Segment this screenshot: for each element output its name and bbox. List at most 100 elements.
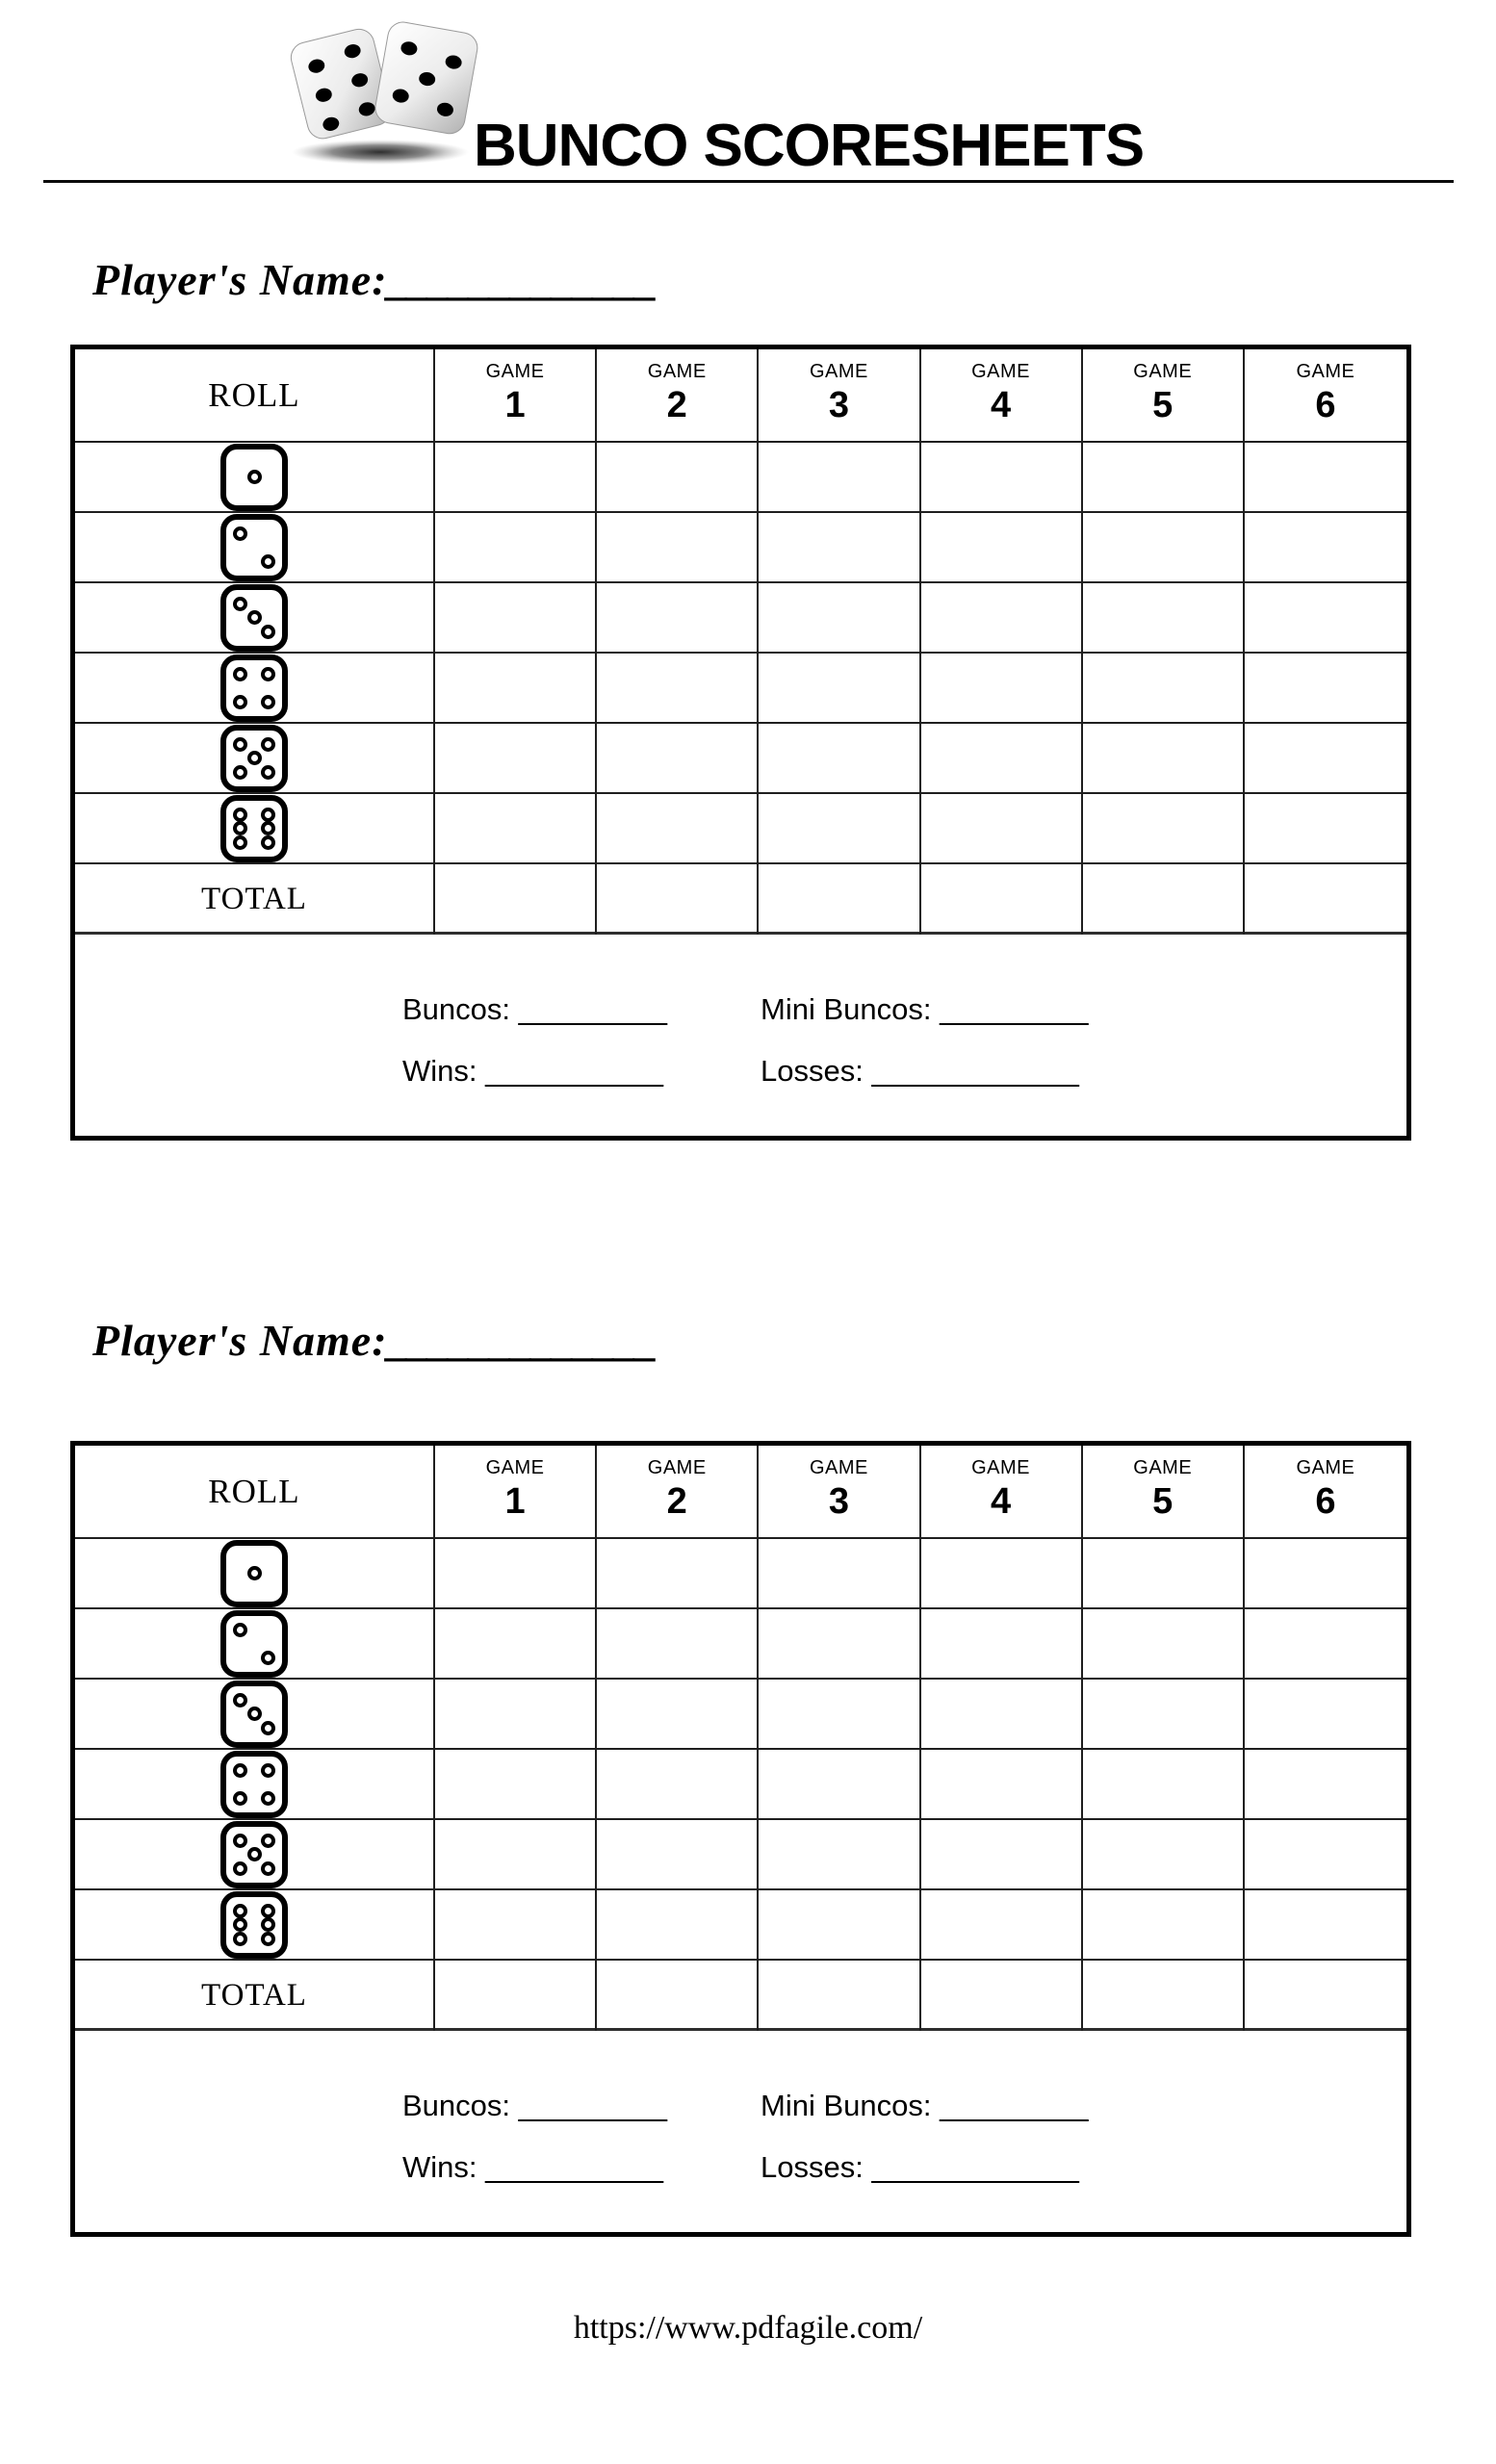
game-number: 6 [1315,1481,1336,1522]
score-cell [435,794,598,864]
total-cell [597,1961,760,2031]
score-grid: ROLL GAME 1 GAME 2 GAME 3 GAME 4 GAME 5 GAME 6 [75,1446,1406,2031]
pip [233,694,247,709]
die-2-icon [220,1609,288,1678]
score-cell [920,1890,1083,1961]
pip [261,1903,275,1918]
pip [261,1833,275,1848]
score-cell [759,1820,921,1890]
score-cell [597,583,760,654]
die-1-icon [220,443,288,511]
scoresheet-table: ROLL GAME 1 GAME 2 GAME 3 GAME 4 GAME 5 GAME 6 [70,345,1411,1141]
game-4-header: GAME 4 [920,1446,1083,1539]
score-cell [920,1609,1083,1680]
game-1-header: GAME 1 [435,1446,598,1539]
score-cell [1082,1539,1245,1609]
wins-line: Wins: ____________ [402,1054,663,1089]
score-cell [1082,654,1245,724]
game-number: 3 [828,1481,849,1522]
player-name-line: Player's Name:_____________ [92,1313,658,1369]
pip [261,821,275,835]
score-cell [1244,1750,1406,1820]
pip [233,526,247,541]
score-cell [435,724,598,794]
score-cell [920,1750,1083,1820]
score-cell [597,654,760,724]
score-cell [920,513,1083,583]
score-cell [597,1680,760,1750]
game-number: 4 [991,385,1012,425]
pip [233,666,247,681]
score-cell [1082,1609,1245,1680]
score-cell [435,583,598,654]
pip [233,1861,247,1876]
losses-label: Losses: [761,1054,864,1088]
header-divider [43,180,1454,183]
score-cell [1244,654,1406,724]
sheet-summary: Buncos: __________ Mini Buncos: ________… [75,935,1406,1136]
game-label: GAME [485,1457,545,1478]
game-number: 5 [1152,385,1174,425]
game-5-header: GAME 5 [1082,349,1245,443]
score-cell [759,724,921,794]
score-cell [920,654,1083,724]
score-cell [597,1890,760,1961]
total-cell [435,1961,598,2031]
score-cell [597,724,760,794]
game-6-header: GAME 6 [1244,1446,1406,1539]
losses-line: Losses: ______________ [761,1054,1079,1089]
pip [246,1847,262,1861]
score-cell [1082,583,1245,654]
score-cell [920,583,1083,654]
game-number: 5 [1152,1481,1174,1522]
game-3-header: GAME 3 [759,1446,921,1539]
score-cell [920,1680,1083,1750]
losses-blank: ______________ [871,2150,1078,2184]
pip [261,624,275,639]
die-6-icon [220,794,288,862]
pip [233,764,247,780]
pip [233,1903,247,1918]
game-label: GAME [971,361,1031,382]
game-number: 6 [1315,385,1336,425]
pip [233,1931,247,1946]
game-label: GAME [1296,361,1355,382]
score-cell [920,724,1083,794]
mini-buncos-label: Mini Buncos: [761,2089,932,2122]
score-cell [435,1539,598,1609]
roll-row-1-label-cell [75,443,435,513]
score-cell [1082,724,1245,794]
game-5-header: GAME 5 [1082,1446,1245,1539]
score-cell [759,583,921,654]
page-title: BUNCO SCORESHEETS [474,113,1145,179]
game-label: GAME [647,361,707,382]
pip [233,736,247,752]
pip [261,1917,275,1932]
game-number: 2 [666,1481,687,1522]
score-cell [435,443,598,513]
wins-label: Wins: [402,2150,477,2184]
roll-row-1-label-cell [75,1539,435,1609]
score-cell [920,443,1083,513]
die-4-icon [220,1750,288,1818]
pip [233,1762,247,1778]
game-6-header: GAME 6 [1244,349,1406,443]
total-cell [1083,1961,1245,2031]
score-cell [759,794,921,864]
player-name-label: Player's Name: [92,1316,388,1365]
score-cell [1244,794,1406,864]
wins-blank: ____________ [485,1054,663,1088]
score-cell [1082,794,1245,864]
score-cell [1082,1820,1245,1890]
player-name-line: Player's Name:_____________ [92,252,658,308]
score-cell [1082,513,1245,583]
game-2-header: GAME 2 [597,1446,760,1539]
game-label: GAME [809,1457,868,1478]
score-cell [1244,1609,1406,1680]
losses-blank: ______________ [871,1054,1078,1088]
player-name-blank: _____________ [387,1316,658,1365]
roll-row-2-label-cell [75,513,435,583]
game-1-header: GAME 1 [435,349,598,443]
pip [261,764,275,780]
score-cell [435,1750,598,1820]
